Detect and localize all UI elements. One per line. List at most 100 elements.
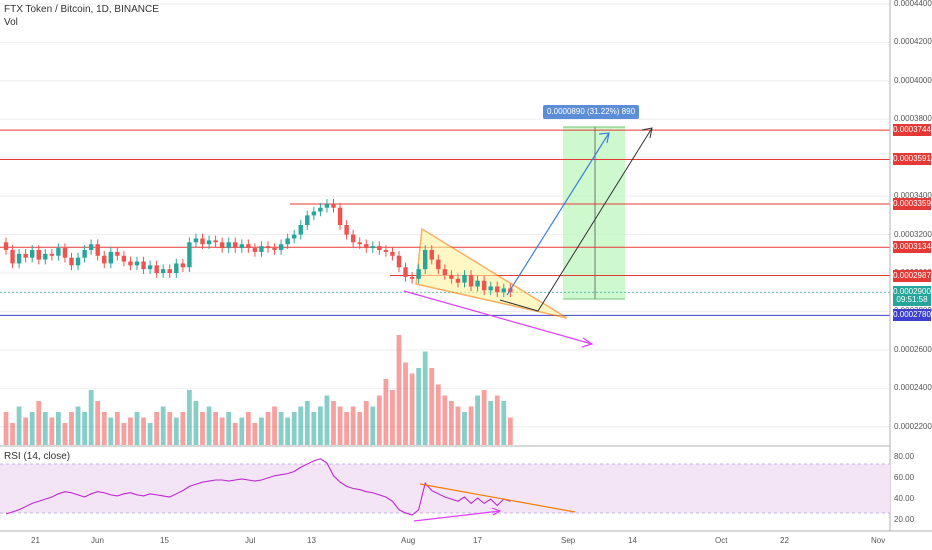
volume-bar [95,401,101,445]
blue-projection-arrow[interactable] [506,132,610,296]
volume-bar [390,390,395,445]
candle-body [488,286,493,291]
date-tick-label: Oct [715,536,728,545]
volume-bar [10,423,15,445]
volume-bar [82,412,87,445]
volume-bar [56,412,61,445]
candle-body [357,242,362,245]
magenta-divergence-arrow[interactable] [403,290,593,345]
candle-body [115,251,120,256]
volume-bar [206,406,212,445]
candle-body [95,244,100,256]
volume-bar [226,412,232,445]
volume-bar [180,412,186,445]
candle-body [390,251,395,256]
candle-body [272,248,277,250]
candle-body [350,234,356,243]
candle-body [62,248,68,258]
candle-body [462,274,467,283]
candle-body [69,257,74,266]
volume-bar [134,412,140,445]
volume-bar [219,417,225,445]
candle-body [252,248,258,252]
volume-bar [422,351,428,445]
rsi-trendline[interactable] [419,483,576,513]
volume-bar [49,417,55,445]
candle-body [436,259,441,270]
candle-body [233,242,238,249]
rsi-tick-label: 40.00 [894,494,915,504]
candle-body [102,255,107,264]
candle-body [88,244,94,250]
candle-body [23,253,28,258]
rsi-line[interactable] [5,458,511,516]
price-tick-label: 0.0002600 [894,344,932,354]
volume-bar [350,406,356,445]
measure-area[interactable] [563,127,625,299]
volume-bar [291,412,297,445]
date-tick-label: Nov [871,536,886,545]
candle-body [403,267,408,277]
volume-bar [501,401,507,445]
date-tick-label: Sep [561,536,576,545]
rsi-tick-label: 80.00 [894,451,915,461]
candle-body [468,274,474,287]
countdown-label: 09:51:58 [893,294,931,306]
candle-body [259,246,264,252]
candle-body [161,269,166,274]
volume-bar [16,406,22,445]
volume-bar [462,412,467,445]
volume-bar [285,417,291,445]
volume-bar [128,417,133,445]
candle-body [10,249,15,264]
date-tick-label: 22 [780,536,789,545]
volume-bar [429,368,435,445]
candle-body [219,242,225,249]
volume-bar [278,412,284,445]
candle-body [154,265,159,274]
volume-bar [416,368,422,445]
volume-bar [507,417,513,445]
volume-bar [468,406,474,445]
candle-body [429,249,434,260]
candle-body [43,253,48,260]
volume-bar [481,390,487,445]
volume-bar [173,417,179,445]
candle-body [416,269,421,279]
rsi-divergence-arrow[interactable] [413,510,501,522]
candle-body [226,242,231,249]
price-level-label: 0.0002987 [893,269,931,282]
candle-body [134,261,140,266]
candle-body [318,207,323,212]
volume-bar [3,412,9,445]
candle-body [383,249,389,252]
volume-bar [252,423,258,445]
date-tick-label: 15 [160,536,169,545]
candle-body [370,246,375,249]
price-level-label: 0.0003359 [893,198,931,211]
volume-bar [167,412,173,445]
volume-bar [449,401,454,445]
price-tick-label: 0.0004200 [894,37,932,47]
volume-bar [370,406,376,445]
candle-body [82,249,87,258]
volume-bar [200,412,205,445]
volume-bar [337,406,343,445]
candle-body [128,261,133,266]
volume-bar [304,401,310,445]
candle-body [200,238,205,245]
price-level-label: 0.0002780 [893,309,931,322]
volume-bar [36,401,42,445]
falling-wedge[interactable] [415,227,568,319]
candle-body [442,269,448,275]
volume-bar [239,417,245,445]
candle-body [30,249,35,258]
date-tick-label: 21 [31,536,40,545]
date-tick-label: Aug [401,536,416,545]
volume-bar [455,406,461,445]
candle-body [278,244,284,250]
black-projection-arrow[interactable] [499,127,653,312]
rsi-indicator-label: RSI (14, close) [4,451,71,462]
volume-bar [265,412,271,445]
